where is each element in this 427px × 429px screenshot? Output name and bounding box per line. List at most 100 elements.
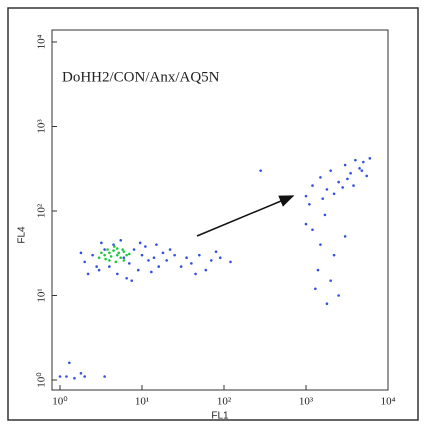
point bbox=[179, 265, 183, 268]
y-axis-label: FL4 bbox=[17, 226, 28, 244]
outer-frame bbox=[7, 7, 419, 421]
point bbox=[86, 272, 90, 276]
point bbox=[103, 253, 106, 257]
points bbox=[58, 157, 372, 380]
point bbox=[337, 294, 340, 297]
point bbox=[100, 251, 103, 255]
point bbox=[362, 160, 365, 164]
point bbox=[122, 256, 126, 260]
point bbox=[58, 375, 62, 378]
point bbox=[150, 270, 153, 274]
point bbox=[365, 174, 369, 178]
annotation: DoHH2/CON/Anx/AQ5N bbox=[62, 69, 220, 85]
point bbox=[144, 245, 147, 248]
point bbox=[121, 248, 124, 251]
point bbox=[83, 375, 86, 378]
y-tick-label: 10¹ bbox=[36, 288, 48, 302]
point bbox=[108, 259, 111, 262]
point bbox=[314, 287, 317, 291]
point bbox=[130, 279, 134, 282]
point bbox=[122, 259, 126, 262]
point bbox=[209, 259, 213, 262]
point bbox=[349, 171, 352, 175]
point bbox=[311, 184, 314, 187]
point bbox=[73, 376, 76, 380]
point bbox=[259, 169, 262, 172]
point bbox=[117, 251, 121, 255]
point bbox=[354, 158, 357, 162]
point bbox=[352, 184, 355, 187]
point bbox=[311, 228, 314, 232]
x-tick-label: 10¹ bbox=[135, 396, 149, 408]
point bbox=[185, 256, 188, 260]
point bbox=[198, 253, 201, 257]
point bbox=[360, 169, 364, 172]
point bbox=[346, 177, 349, 181]
point bbox=[321, 197, 325, 200]
point bbox=[104, 257, 107, 261]
point bbox=[214, 250, 218, 253]
point bbox=[132, 248, 136, 251]
point bbox=[109, 255, 113, 258]
point bbox=[91, 253, 94, 257]
point bbox=[190, 262, 193, 265]
point bbox=[194, 272, 197, 276]
point bbox=[103, 248, 106, 251]
x-tick-label: 10³ bbox=[299, 396, 314, 408]
point bbox=[122, 250, 126, 253]
arrow bbox=[196, 195, 295, 237]
point bbox=[329, 279, 332, 282]
point bbox=[325, 302, 329, 305]
y-tick-label: 10⁴ bbox=[36, 34, 48, 49]
point bbox=[116, 272, 119, 276]
point bbox=[116, 247, 119, 250]
point bbox=[229, 260, 232, 264]
point bbox=[79, 372, 83, 375]
y-tick-label: 10³ bbox=[36, 119, 48, 134]
point bbox=[168, 248, 172, 251]
point bbox=[138, 241, 142, 245]
point bbox=[332, 192, 336, 196]
point bbox=[140, 253, 144, 257]
point bbox=[136, 268, 140, 272]
point bbox=[173, 253, 176, 257]
y-tick-label: 10² bbox=[36, 203, 48, 218]
point bbox=[319, 176, 322, 179]
point bbox=[106, 248, 109, 251]
point bbox=[337, 180, 340, 184]
point bbox=[68, 361, 71, 365]
point bbox=[358, 167, 361, 170]
point bbox=[108, 251, 111, 255]
point bbox=[116, 253, 119, 257]
point bbox=[319, 243, 322, 246]
plot-frame bbox=[51, 29, 389, 391]
point bbox=[308, 203, 311, 206]
point bbox=[155, 243, 158, 246]
point bbox=[100, 241, 103, 245]
point bbox=[323, 213, 327, 217]
point bbox=[95, 265, 98, 268]
point bbox=[125, 276, 128, 280]
point bbox=[112, 249, 115, 252]
point bbox=[125, 253, 128, 257]
point bbox=[103, 375, 106, 378]
point bbox=[325, 188, 329, 191]
point bbox=[218, 256, 222, 260]
x-tick-label: 10⁴ bbox=[381, 396, 396, 408]
point bbox=[119, 256, 123, 260]
point bbox=[343, 235, 347, 238]
point bbox=[152, 256, 156, 260]
point bbox=[329, 169, 332, 172]
point bbox=[368, 157, 372, 160]
x-axis-label: FL1 bbox=[211, 411, 229, 422]
point bbox=[127, 252, 131, 256]
x-tick-label: 10² bbox=[217, 396, 232, 408]
point bbox=[108, 265, 111, 268]
point bbox=[341, 186, 344, 189]
point bbox=[147, 259, 150, 262]
point bbox=[97, 268, 101, 272]
point bbox=[304, 194, 308, 198]
point bbox=[343, 163, 347, 167]
point bbox=[332, 253, 336, 257]
